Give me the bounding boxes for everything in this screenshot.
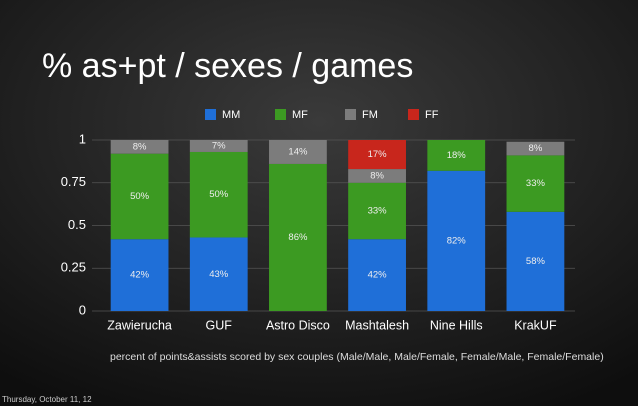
data-label: 8% xyxy=(370,170,384,181)
data-label: 42% xyxy=(130,270,150,281)
bar-segment xyxy=(110,153,169,240)
data-label: 7% xyxy=(212,141,226,152)
x-tick-label: KrakUF xyxy=(514,318,557,332)
x-tick-label: Astro Disco xyxy=(266,318,330,332)
data-label: 50% xyxy=(130,191,150,202)
data-label: 18% xyxy=(447,150,467,161)
bar-segment xyxy=(110,140,169,154)
bar-segment xyxy=(348,169,406,183)
bar-segment xyxy=(506,155,565,212)
bar-segment xyxy=(348,140,406,170)
data-label: 33% xyxy=(368,205,388,216)
y-tick-label: 0 xyxy=(79,302,86,317)
legend-label: FM xyxy=(362,109,378,121)
bar-segment xyxy=(189,140,248,152)
x-tick-label: Mashtalesh xyxy=(345,318,409,332)
data-label: 33% xyxy=(526,178,546,189)
y-tick-label: 0.75 xyxy=(61,174,86,189)
bar-segment xyxy=(269,163,327,311)
y-tick-label: 0.25 xyxy=(61,260,86,275)
bar-segment xyxy=(506,211,565,311)
data-label: 43% xyxy=(209,269,229,280)
legend-swatch xyxy=(275,109,286,120)
bar-segment xyxy=(189,237,248,311)
legend-swatch xyxy=(345,109,356,120)
bar-segment xyxy=(189,151,248,238)
data-label: 8% xyxy=(529,143,543,154)
data-label: 86% xyxy=(288,232,308,243)
legend-swatch xyxy=(408,109,419,120)
bar-segment xyxy=(269,140,327,164)
bar-segment xyxy=(427,170,486,311)
data-label: 14% xyxy=(288,146,308,157)
x-tick-label: GUF xyxy=(206,318,233,332)
bar-segment xyxy=(427,140,486,171)
data-label: 17% xyxy=(368,149,388,160)
chart-title: % as+pt / sexes / games xyxy=(42,47,413,85)
data-label: 58% xyxy=(526,256,546,267)
bar-segment xyxy=(348,239,406,311)
legend-label: MF xyxy=(292,109,308,121)
bar-segment xyxy=(110,239,169,311)
x-tick-label: Zawierucha xyxy=(107,318,172,332)
data-label: 82% xyxy=(447,235,467,246)
y-tick-label: 1 xyxy=(79,131,86,146)
legend-label: MM xyxy=(222,109,240,121)
legend-label: FF xyxy=(425,109,439,121)
bar-segment xyxy=(348,182,406,240)
data-label: 50% xyxy=(209,189,229,200)
caption: percent of points&assists scored by sex … xyxy=(110,351,604,363)
data-label: 42% xyxy=(368,270,388,281)
data-label: 8% xyxy=(133,141,147,152)
y-tick-label: 0.5 xyxy=(68,217,86,232)
footer: Thursday, October 11, 12 xyxy=(2,395,92,404)
bar-segment xyxy=(506,141,565,156)
legend-swatch xyxy=(205,109,216,120)
x-tick-label: Nine Hills xyxy=(430,318,483,332)
